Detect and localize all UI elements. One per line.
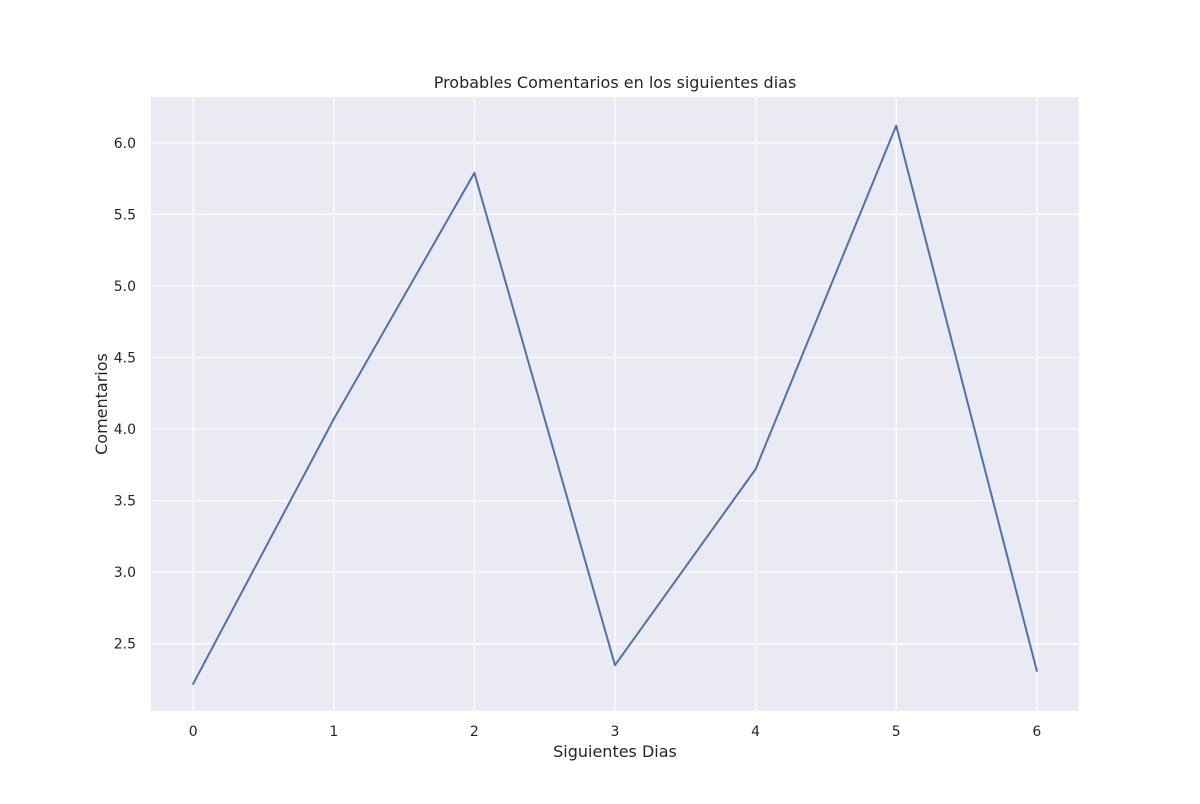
y-tick-label: 3.0: [114, 565, 136, 581]
x-tick-label: 1: [329, 724, 338, 740]
x-tick-label: 4: [751, 724, 760, 740]
x-tick-label: 5: [892, 724, 901, 740]
y-axis-label: Comentarios: [92, 353, 111, 455]
y-tick-label: 6.0: [114, 136, 136, 152]
x-tick-label: 2: [470, 724, 479, 740]
chart-title: Probables Comentarios en los siguientes …: [434, 73, 797, 92]
y-tick-label: 4.5: [114, 350, 136, 366]
y-tick-label: 5.0: [114, 279, 136, 295]
x-tick-label: 6: [1032, 724, 1041, 740]
x-tick-label: 0: [189, 724, 198, 740]
y-tick-label: 5.5: [114, 207, 136, 223]
x-tick-label: 3: [611, 724, 620, 740]
y-tick-label: 4.0: [114, 422, 136, 438]
y-tick-label: 3.5: [114, 494, 136, 510]
x-axis-label: Siguientes Dias: [553, 742, 677, 761]
y-tick-label: 2.5: [114, 637, 136, 653]
